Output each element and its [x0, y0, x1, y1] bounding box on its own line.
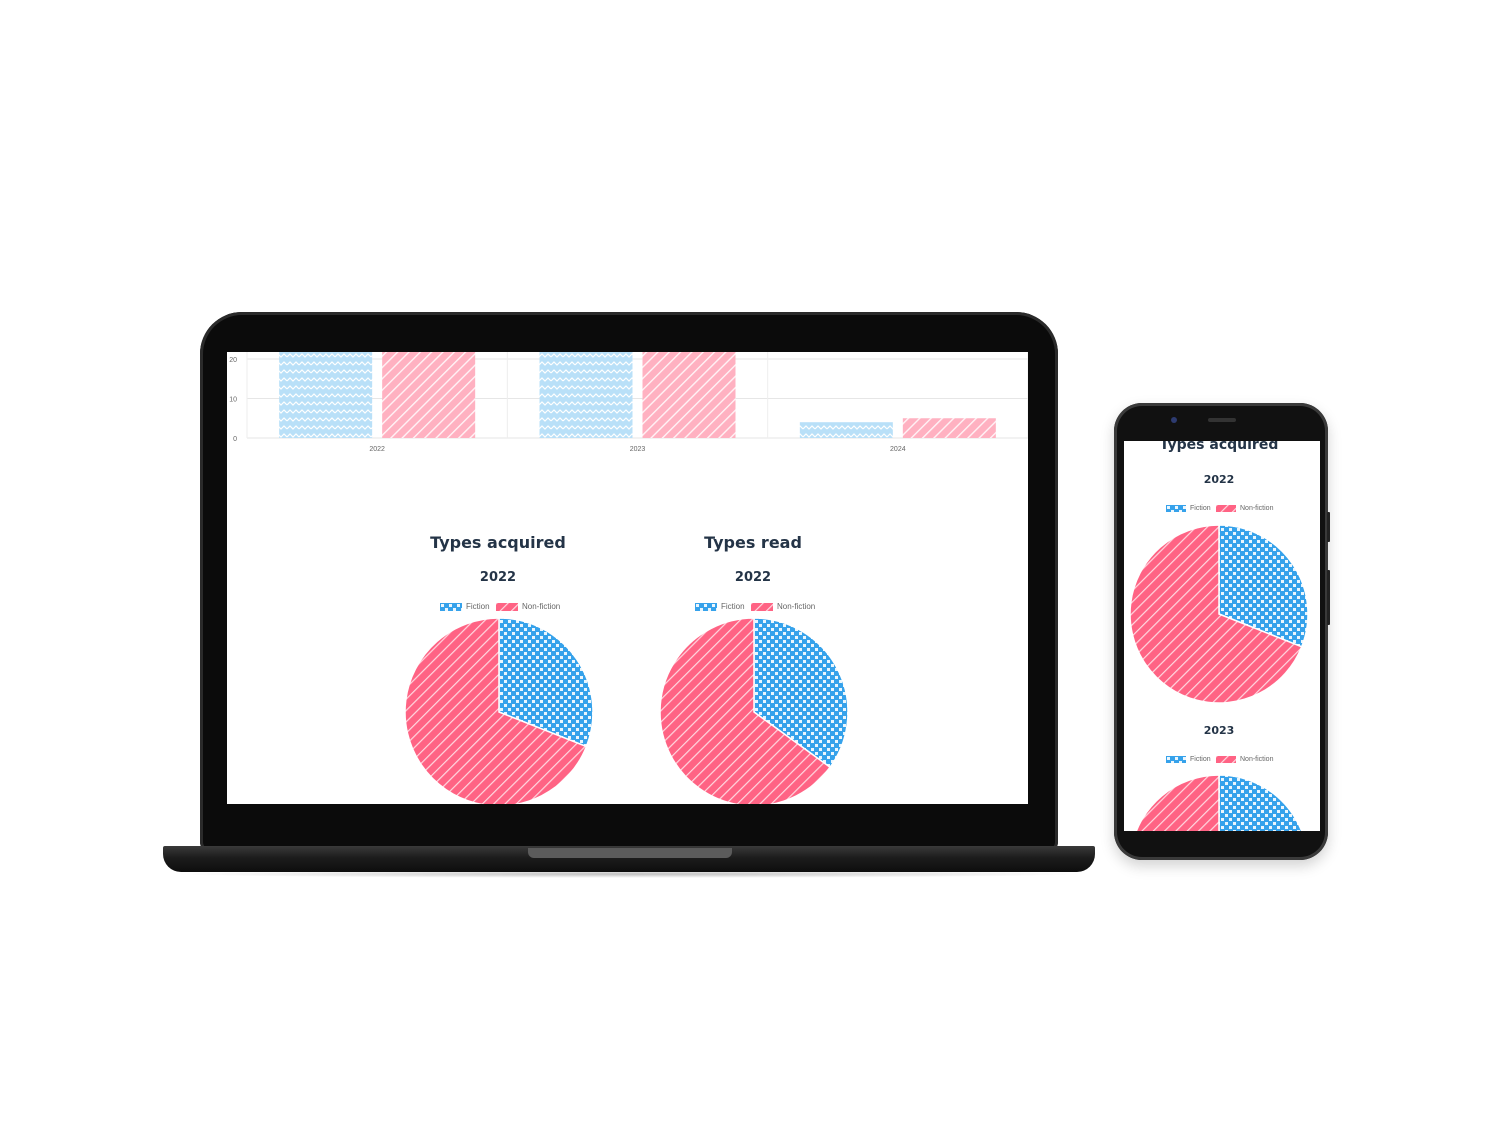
bar-fiction[interactable]: [279, 352, 373, 438]
phone-pie-chart-2023: [1130, 774, 1308, 831]
legend-fiction-label: Fiction: [1190, 756, 1211, 763]
legend-fiction[interactable]: Fiction: [440, 602, 490, 611]
camera-icon: [1171, 417, 1177, 423]
bar-nonfiction[interactable]: [382, 352, 476, 438]
nonfiction-swatch-icon: [751, 602, 773, 611]
y-tick-label: 10: [229, 397, 237, 404]
y-tick-label: 20: [229, 357, 237, 364]
pie-chart-types-read: [659, 617, 849, 804]
bar-chart: 0 10 20 2022 2023 2024: [229, 352, 1028, 453]
pie-chart-types-acquired: [404, 617, 594, 804]
bar-nonfiction[interactable]: [902, 418, 996, 438]
legend-nonfiction-label: Non-fiction: [1240, 505, 1274, 512]
panel-title-types-read: Types read: [704, 533, 802, 552]
phone-side-button[interactable]: [1327, 570, 1330, 625]
fiction-swatch-icon: [1166, 756, 1186, 763]
pie-slice-nonfiction[interactable]: [404, 617, 588, 804]
phone-pie-chart-2022: [1129, 524, 1309, 704]
x-tick-label: 2023: [630, 446, 646, 453]
pie-slice-fiction[interactable]: [753, 617, 849, 769]
nonfiction-swatch-icon: [1216, 756, 1236, 763]
legend-nonfiction[interactable]: Non-fiction: [751, 602, 815, 611]
bar-nonfiction[interactable]: [642, 352, 736, 438]
legend-fiction-label: Fiction: [466, 602, 490, 611]
legend-fiction-label: Fiction: [1190, 505, 1211, 512]
speaker-grille: [1208, 418, 1236, 422]
legend-nonfiction[interactable]: Non-fiction: [496, 602, 560, 611]
pie-slice-nonfiction[interactable]: [1130, 774, 1297, 831]
x-tick-label: 2022: [369, 446, 385, 453]
fiction-swatch-icon: [1166, 505, 1186, 512]
legend-fiction[interactable]: Fiction: [695, 602, 745, 611]
bar-fiction[interactable]: [799, 422, 893, 438]
phone-title-types-acquired: Types acquired: [1159, 441, 1279, 453]
fiction-swatch-icon: [440, 602, 462, 611]
panel-year-acquired: 2022: [479, 570, 517, 585]
phone-screen: Types acquired 2022 Fiction Non-fiction …: [1124, 441, 1320, 831]
phone-year-2023: 2023: [1203, 724, 1235, 737]
pie-slice-fiction[interactable]: [1218, 524, 1309, 648]
pie-slice-nonfiction[interactable]: [1129, 524, 1303, 704]
x-tick-label: 2024: [890, 446, 906, 453]
pie-slice-fiction[interactable]: [1218, 774, 1308, 831]
laptop-hinge-notch: [528, 848, 732, 858]
legend-fiction[interactable]: Fiction: [1166, 756, 1211, 763]
y-tick-label: 0: [233, 436, 237, 443]
legend-fiction-label: Fiction: [721, 602, 745, 611]
panel-year-read: 2022: [734, 570, 772, 585]
bar-fiction[interactable]: [539, 352, 633, 438]
legend-nonfiction-label: Non-fiction: [522, 602, 561, 611]
legend-fiction[interactable]: Fiction: [1166, 505, 1211, 512]
pie-slice-nonfiction[interactable]: [659, 617, 832, 804]
laptop-screen: 0 10 20 2022 2023 2024 Types acquired 2022 Fi…: [227, 352, 1028, 804]
laptop-shadow: [170, 870, 1090, 878]
phone-year-2022: 2022: [1203, 473, 1235, 486]
fiction-swatch-icon: [695, 602, 717, 611]
panel-title-types-acquired: Types acquired: [430, 533, 566, 552]
phone-side-button[interactable]: [1327, 512, 1330, 542]
nonfiction-swatch-icon: [1216, 505, 1236, 512]
legend-nonfiction[interactable]: Non-fiction: [1216, 756, 1273, 763]
legend-nonfiction-label: Non-fiction: [1240, 756, 1274, 763]
nonfiction-swatch-icon: [496, 602, 518, 611]
pie-slice-fiction[interactable]: [498, 617, 594, 748]
legend-nonfiction-label: Non-fiction: [777, 602, 816, 611]
legend-nonfiction[interactable]: Non-fiction: [1216, 505, 1273, 512]
